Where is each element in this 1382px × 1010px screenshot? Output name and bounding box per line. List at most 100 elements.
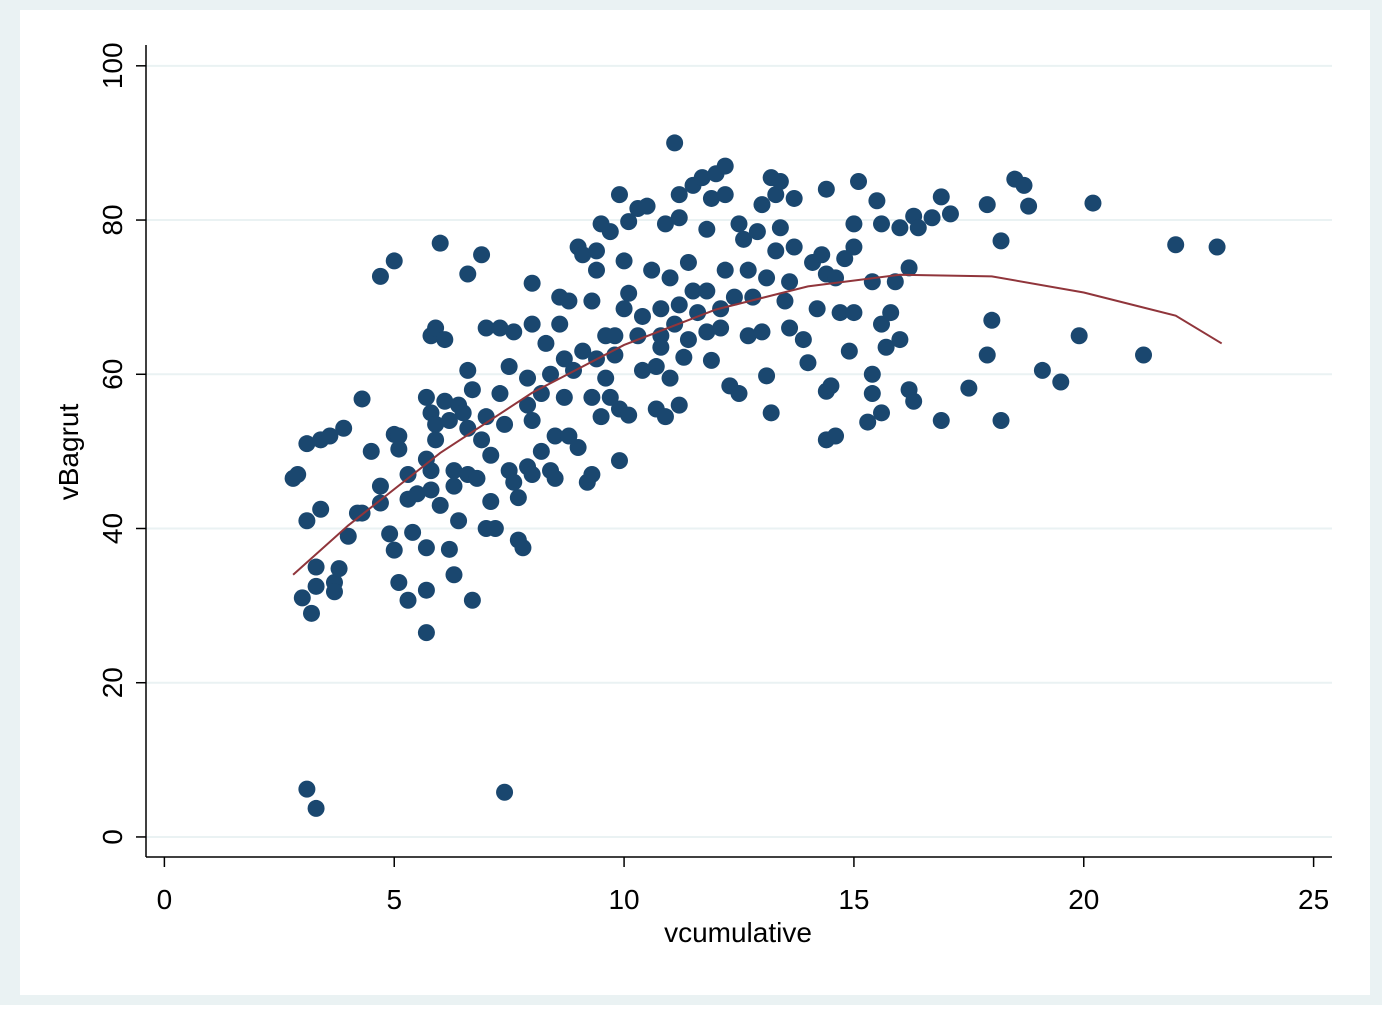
- point: [431, 496, 449, 514]
- point: [422, 462, 440, 480]
- point: [1208, 238, 1226, 256]
- point: [698, 282, 716, 300]
- point: [891, 219, 909, 237]
- point: [390, 427, 408, 445]
- point: [482, 446, 500, 464]
- point: [679, 331, 697, 349]
- point: [960, 379, 978, 397]
- y-tick-label: 80: [97, 204, 128, 235]
- point: [551, 315, 569, 333]
- point: [666, 315, 684, 333]
- point: [293, 589, 311, 607]
- point: [670, 396, 688, 414]
- point: [362, 442, 380, 460]
- point: [785, 238, 803, 256]
- point: [652, 338, 670, 356]
- point: [491, 385, 509, 403]
- point: [1135, 346, 1153, 364]
- point: [992, 412, 1010, 430]
- point: [652, 300, 670, 318]
- point: [440, 412, 458, 430]
- point: [353, 390, 371, 408]
- point: [496, 783, 514, 801]
- point: [427, 319, 445, 337]
- point: [606, 346, 624, 364]
- point: [560, 427, 578, 445]
- point: [698, 220, 716, 238]
- point: [587, 242, 605, 260]
- point: [716, 157, 734, 175]
- point: [670, 186, 688, 204]
- point: [385, 252, 403, 270]
- y-tick-label: 20: [97, 667, 128, 698]
- point: [735, 230, 753, 248]
- fit-line: [292, 273, 1223, 576]
- point: [845, 304, 863, 322]
- point: [523, 412, 541, 430]
- point: [445, 462, 463, 480]
- point: [445, 477, 463, 495]
- point: [845, 238, 863, 256]
- x-tick-label: 20: [1068, 884, 1099, 915]
- point: [546, 469, 564, 487]
- point: [381, 525, 399, 543]
- point: [813, 246, 831, 264]
- point: [620, 284, 638, 302]
- point: [427, 431, 445, 449]
- x-tick-label: 0: [157, 884, 173, 915]
- point: [302, 604, 320, 622]
- point: [932, 188, 950, 206]
- point: [307, 577, 325, 595]
- point: [330, 560, 348, 578]
- x-tick-label: 10: [608, 884, 639, 915]
- point: [440, 540, 458, 558]
- point: [560, 292, 578, 310]
- point: [482, 493, 500, 511]
- point: [992, 232, 1010, 250]
- point: [583, 466, 601, 484]
- point: [771, 219, 789, 237]
- point: [542, 365, 560, 383]
- y-tick-label: 100: [97, 42, 128, 89]
- point: [289, 466, 307, 484]
- x-tick-label: 15: [838, 884, 869, 915]
- point: [831, 304, 849, 322]
- point: [436, 331, 454, 349]
- point: [891, 331, 909, 349]
- point: [794, 331, 812, 349]
- point: [399, 591, 417, 609]
- y-tick-label: 0: [97, 829, 128, 845]
- point: [753, 323, 771, 341]
- point: [431, 234, 449, 252]
- point: [519, 396, 537, 414]
- point: [845, 215, 863, 233]
- point: [390, 440, 408, 458]
- point: [555, 350, 573, 368]
- point: [500, 358, 518, 376]
- point: [689, 304, 707, 322]
- point: [863, 385, 881, 403]
- point: [873, 404, 891, 422]
- point: [477, 319, 495, 337]
- point: [725, 288, 743, 306]
- point: [941, 205, 959, 223]
- point: [693, 169, 711, 187]
- point: [702, 351, 720, 369]
- point: [505, 323, 523, 341]
- point: [983, 311, 1001, 329]
- point: [758, 269, 776, 287]
- point: [509, 489, 527, 507]
- point: [633, 361, 651, 379]
- point: [873, 215, 891, 233]
- point: [450, 512, 468, 530]
- point: [1070, 327, 1088, 345]
- point: [850, 172, 868, 190]
- point: [583, 292, 601, 310]
- point: [730, 385, 748, 403]
- point: [592, 408, 610, 426]
- y-axis-title: vBagrut: [53, 404, 84, 501]
- point: [312, 500, 330, 518]
- point: [785, 189, 803, 207]
- point: [817, 180, 835, 198]
